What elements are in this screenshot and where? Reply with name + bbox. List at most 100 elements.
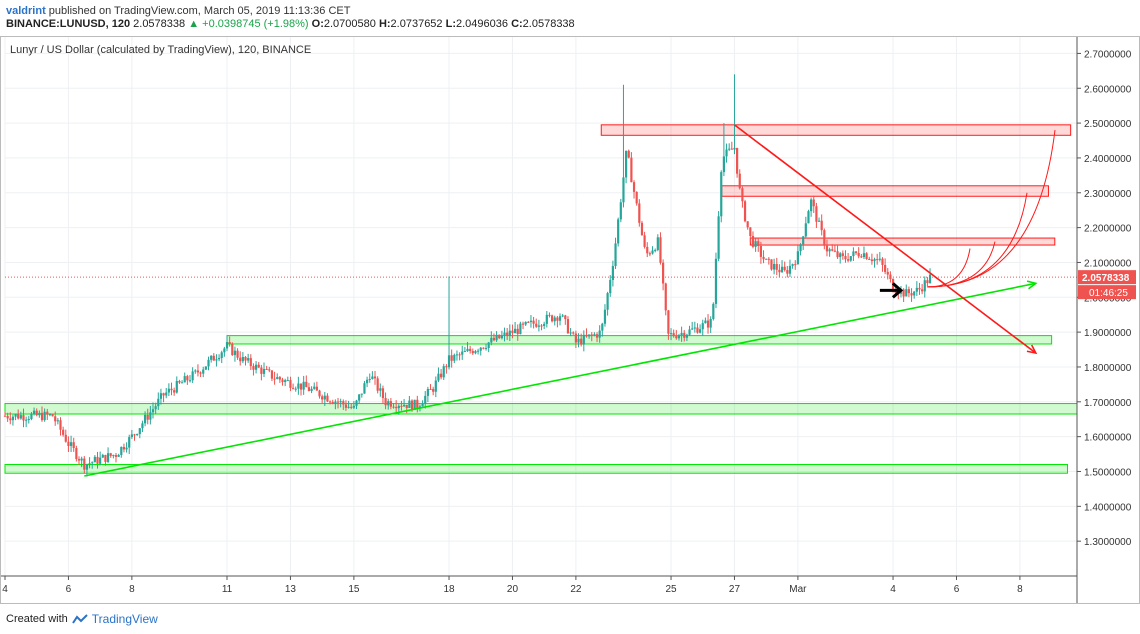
candle	[85, 463, 89, 477]
countdown-label: 01:46:25	[1089, 288, 1128, 299]
candle	[669, 328, 673, 341]
candle	[294, 386, 297, 392]
candle	[696, 323, 699, 334]
y-tick-label: 2.4000000	[1084, 154, 1132, 165]
candle	[551, 314, 554, 323]
candle	[130, 429, 133, 439]
candle	[236, 348, 239, 360]
candle	[532, 316, 535, 329]
candle	[56, 418, 59, 425]
symbol-label: BINANCE:LUNUSD, 120	[6, 18, 131, 30]
chart-area[interactable]: 1.3000000 1.4000000 1.5000000 1.6000000 1.70…	[0, 36, 1140, 604]
candle	[556, 315, 559, 328]
candle	[474, 349, 477, 355]
candle	[352, 401, 355, 410]
candle	[46, 408, 49, 420]
candle	[770, 259, 773, 271]
candle	[672, 329, 675, 338]
candle	[796, 245, 799, 265]
candle	[643, 231, 646, 249]
candle	[656, 234, 659, 252]
candle	[260, 364, 263, 381]
candle	[30, 411, 33, 421]
candle	[463, 346, 466, 353]
candle	[241, 352, 244, 364]
x-tick-label: 8	[1017, 584, 1023, 595]
candle	[215, 354, 218, 367]
x-tick-label: 25	[665, 584, 677, 595]
candle	[704, 317, 707, 324]
candle	[884, 258, 887, 275]
candle	[617, 217, 620, 247]
candle	[802, 235, 805, 250]
candle	[828, 247, 831, 257]
candle	[429, 384, 432, 390]
candle	[675, 330, 678, 340]
candle	[106, 447, 110, 463]
candle	[136, 433, 139, 436]
candle	[833, 245, 837, 253]
candle	[823, 228, 826, 250]
author-name[interactable]: valdrint	[6, 5, 46, 17]
candle	[91, 461, 94, 469]
candle	[691, 321, 694, 331]
candle	[820, 214, 823, 236]
candle	[149, 405, 152, 425]
candle	[580, 333, 583, 347]
support-arrowhead-icon	[1026, 280, 1038, 290]
candle	[11, 414, 15, 426]
published-text: published on TradingView.com, March 05, …	[48, 5, 351, 17]
x-tick-label: 11	[222, 584, 233, 595]
chart-frame-lines	[0, 36, 1140, 604]
candle	[146, 408, 149, 425]
time-axis[interactable]: 4 6 8 11 13 15 18 20 22 25 27 Mar 4 6 8	[2, 576, 1023, 595]
candle	[379, 383, 382, 397]
candle	[513, 321, 517, 334]
candle	[439, 368, 443, 380]
candle	[461, 345, 464, 360]
candle	[281, 377, 284, 386]
candle	[299, 383, 303, 396]
projection-arrows	[879, 130, 1056, 299]
candle	[484, 343, 488, 351]
candle	[331, 399, 334, 405]
candle	[244, 356, 247, 366]
breakout-arrowhead-icon	[891, 282, 904, 299]
price-axis[interactable]: 1.3000000 1.4000000 1.5000000 1.6000000 1.70…	[1077, 49, 1136, 548]
candle	[40, 406, 44, 422]
candle	[159, 388, 163, 405]
candle	[157, 392, 160, 410]
candle	[733, 74, 736, 155]
y-tick-label: 2.3000000	[1084, 189, 1132, 200]
candle	[387, 398, 390, 410]
x-tick-label: 18	[443, 584, 455, 595]
candle	[350, 403, 353, 410]
y-tick-label: 2.1000000	[1084, 258, 1132, 269]
price-chart[interactable]: 1.3000000 1.4000000 1.5000000 1.6000000 1.70…	[0, 36, 1140, 604]
candle	[516, 324, 519, 341]
candle	[870, 253, 874, 265]
candle	[638, 199, 641, 227]
candle	[210, 355, 213, 363]
candle	[688, 325, 691, 337]
candle	[270, 370, 274, 382]
candle	[757, 237, 760, 252]
candle	[492, 333, 496, 342]
candle	[862, 246, 866, 260]
candle	[455, 350, 459, 361]
candle	[228, 336, 231, 347]
chart-title: Lunyr / US Dollar (calculated by Trading…	[10, 44, 311, 56]
candle	[162, 392, 165, 403]
low-label: L:	[445, 18, 456, 30]
candle	[873, 257, 876, 268]
candle	[788, 259, 792, 277]
tradingview-brand[interactable]: TradingView	[91, 612, 158, 626]
candle	[376, 376, 379, 394]
candle	[413, 399, 416, 410]
x-tick-label: 22	[570, 584, 582, 595]
candle	[543, 321, 546, 329]
candle	[706, 314, 710, 334]
candle	[334, 399, 337, 410]
support-trendline	[84, 282, 1036, 477]
candle	[720, 170, 723, 223]
